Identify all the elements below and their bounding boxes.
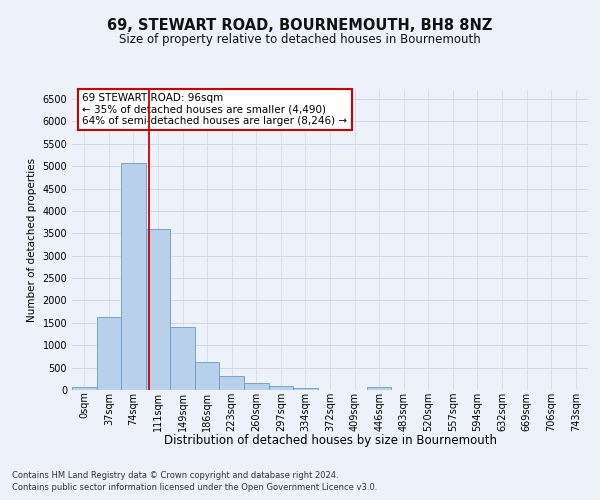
- Text: 69, STEWART ROAD, BOURNEMOUTH, BH8 8NZ: 69, STEWART ROAD, BOURNEMOUTH, BH8 8NZ: [107, 18, 493, 32]
- Text: Contains HM Land Registry data © Crown copyright and database right 2024.: Contains HM Land Registry data © Crown c…: [12, 470, 338, 480]
- X-axis label: Distribution of detached houses by size in Bournemouth: Distribution of detached houses by size …: [163, 434, 497, 446]
- Bar: [97, 316, 121, 390]
- Bar: [293, 388, 318, 390]
- Text: Size of property relative to detached houses in Bournemouth: Size of property relative to detached ho…: [119, 32, 481, 46]
- Text: Contains public sector information licensed under the Open Government Licence v3: Contains public sector information licen…: [12, 483, 377, 492]
- Bar: [121, 162, 146, 390]
- Bar: [146, 229, 170, 390]
- Bar: [72, 386, 97, 390]
- Bar: [367, 387, 391, 390]
- Y-axis label: Number of detached properties: Number of detached properties: [27, 158, 37, 322]
- Bar: [170, 328, 195, 390]
- Bar: [220, 376, 244, 390]
- Bar: [269, 386, 293, 390]
- Bar: [244, 383, 269, 390]
- Text: 69 STEWART ROAD: 96sqm
← 35% of detached houses are smaller (4,490)
64% of semi-: 69 STEWART ROAD: 96sqm ← 35% of detached…: [82, 93, 347, 126]
- Bar: [195, 362, 220, 390]
